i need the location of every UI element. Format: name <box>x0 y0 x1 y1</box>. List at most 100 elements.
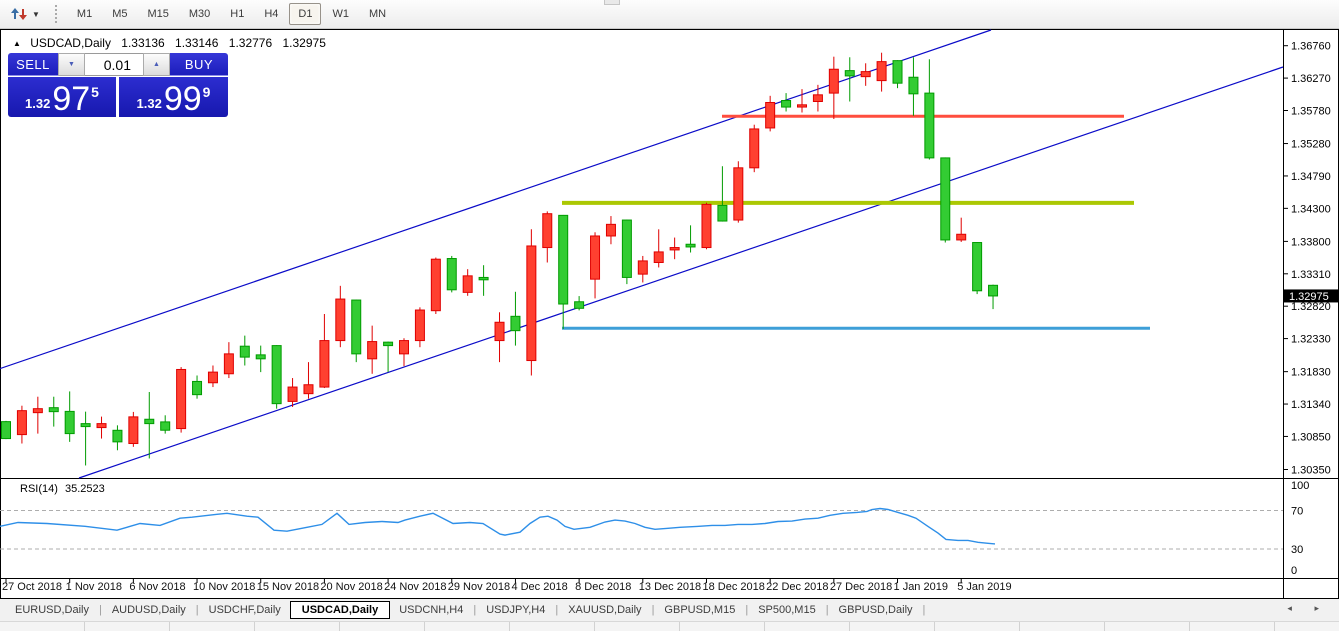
buy-price-prefix: 1.32 <box>136 96 162 111</box>
buy-price-big: 99 <box>163 80 202 118</box>
candle <box>781 100 792 108</box>
price-scale-label: 1.30850 <box>1291 431 1331 443</box>
sell-button[interactable]: SELL <box>8 53 58 76</box>
timeframe-button-m5[interactable]: M5 <box>112 8 128 20</box>
date-label: 24 Nov 2018 <box>384 581 446 593</box>
sell-price-prefix: 1.32 <box>25 96 51 111</box>
candle <box>271 345 282 405</box>
candle <box>558 214 569 305</box>
candle <box>988 284 999 297</box>
tab-gbpusd-m15[interactable]: GBPUSD,M15 <box>664 604 736 616</box>
rsi-indicator-label: RSI(14) 35.2523 <box>20 483 109 495</box>
toolbar-grip <box>53 4 58 24</box>
candle <box>128 416 139 445</box>
candle <box>96 423 107 429</box>
price-scale-label: 1.34300 <box>1291 203 1331 215</box>
date-label: 27 Oct 2018 <box>2 581 62 593</box>
candle <box>717 204 728 222</box>
candle <box>478 276 489 281</box>
price-scale-label: 1.36760 <box>1291 41 1331 53</box>
buy-button[interactable]: BUY <box>170 53 228 76</box>
timeframe-button-group: M1 M5 M15 M30 H1 H4 D1 W1 MN <box>67 3 396 25</box>
candle <box>176 368 187 430</box>
date-label: 15 Nov 2018 <box>257 581 319 593</box>
candle <box>701 203 712 249</box>
tab-xauusd-daily[interactable]: XAUUSD,Daily <box>568 604 642 616</box>
sell-price-pipette: 5 <box>91 84 99 100</box>
timeframe-button-w1[interactable]: W1 <box>332 8 349 20</box>
candle <box>414 309 425 342</box>
candle <box>32 408 43 414</box>
buy-price-pipette: 9 <box>202 84 211 100</box>
timeframe-button-h4[interactable]: H4 <box>264 8 279 20</box>
sell-price-display[interactable]: 1.32 97 5 <box>8 77 116 117</box>
tab-separator: | <box>825 604 829 616</box>
trend-channel-line[interactable] <box>78 66 1284 479</box>
tab-audusd-daily[interactable]: AUDUSD,Daily <box>111 604 186 616</box>
date-label: 18 Dec 2018 <box>702 581 764 593</box>
chart-type-icon[interactable] <box>8 5 30 23</box>
candle <box>16 410 27 436</box>
timeframe-button-h1[interactable]: H1 <box>230 8 245 20</box>
candle <box>64 410 75 435</box>
candle <box>319 340 330 388</box>
tab-scroll-arrows[interactable]: ◂ ▸ <box>1287 603 1329 614</box>
candle <box>733 167 744 221</box>
candle <box>542 213 553 249</box>
date-label: 5 Jan 2019 <box>957 581 1011 593</box>
lot-increase-button[interactable]: ▲ <box>143 53 170 76</box>
date-label: 6 Nov 2018 <box>129 581 185 593</box>
top-toolbar: ▼ M1 M5 M15 M30 H1 H4 D1 W1 MN <box>0 0 1339 29</box>
timeframe-button-m30[interactable]: M30 <box>188 8 211 20</box>
tab-usdchf-daily[interactable]: USDCHF,Daily <box>208 604 281 616</box>
trend-channel-line[interactable] <box>0 29 992 370</box>
candle <box>590 235 601 280</box>
tab-separator: | <box>922 604 926 616</box>
candle <box>255 354 266 360</box>
tab-gbpusd-daily[interactable]: GBPUSD,Daily <box>838 604 913 616</box>
candle <box>876 61 887 82</box>
candle <box>653 251 664 263</box>
date-label: 27 Dec 2018 <box>830 581 892 593</box>
tab-eurusd-daily[interactable]: EURUSD,Daily <box>15 604 89 616</box>
lot-size-input[interactable]: 0.01 <box>85 53 143 76</box>
rsi-line <box>0 507 996 545</box>
tab-scroll-left-icon[interactable]: ◂ <box>1287 603 1302 613</box>
ohlc-open: 1.33136 <box>121 36 165 50</box>
candle <box>430 258 441 312</box>
tab-sp500-m15[interactable]: SP500,M15 <box>758 604 816 616</box>
candle <box>80 423 91 428</box>
tab-usdcad-daily[interactable]: USDCAD,Daily <box>289 601 391 619</box>
lot-decrease-button[interactable]: ▼ <box>58 53 85 76</box>
status-strip <box>0 621 1339 631</box>
tab-usdcnh-h4[interactable]: USDCNH,H4 <box>399 604 464 616</box>
candle <box>749 128 760 169</box>
timeframe-button-mn[interactable]: MN <box>368 8 387 20</box>
sell-price-big: 97 <box>52 80 91 118</box>
tab-scroll-right-icon[interactable]: ▸ <box>1314 603 1329 613</box>
candle <box>367 341 378 360</box>
date-label: 4 Dec 2018 <box>511 581 567 593</box>
current-price-badge <box>1284 289 1338 303</box>
candle <box>860 71 871 78</box>
chevron-down-icon[interactable]: ▼ <box>32 9 40 19</box>
timeframe-button-d1[interactable]: D1 <box>289 3 322 25</box>
candle <box>462 275 473 293</box>
timeframe-button-m15[interactable]: M15 <box>147 8 169 20</box>
buy-price-display[interactable]: 1.32 99 9 <box>119 77 228 117</box>
collapse-triangle-icon[interactable]: ▲ <box>13 39 21 48</box>
ohlc-high: 1.33146 <box>175 36 219 50</box>
ohlc-close: 1.32975 <box>282 36 326 50</box>
candle <box>112 429 123 443</box>
timeframe-button-m1[interactable]: M1 <box>76 8 93 20</box>
tab-usdjpy-h4[interactable]: USDJPY,H4 <box>486 604 546 616</box>
candle <box>940 157 951 241</box>
price-scale-label: 1.32330 <box>1291 334 1331 346</box>
price-scale-label: 1.33800 <box>1291 236 1331 248</box>
date-label: 22 Dec 2018 <box>766 581 828 593</box>
candle <box>192 380 203 396</box>
tab-separator: | <box>651 604 655 616</box>
candle <box>144 418 155 425</box>
price-scale-label: 1.35780 <box>1291 105 1331 117</box>
